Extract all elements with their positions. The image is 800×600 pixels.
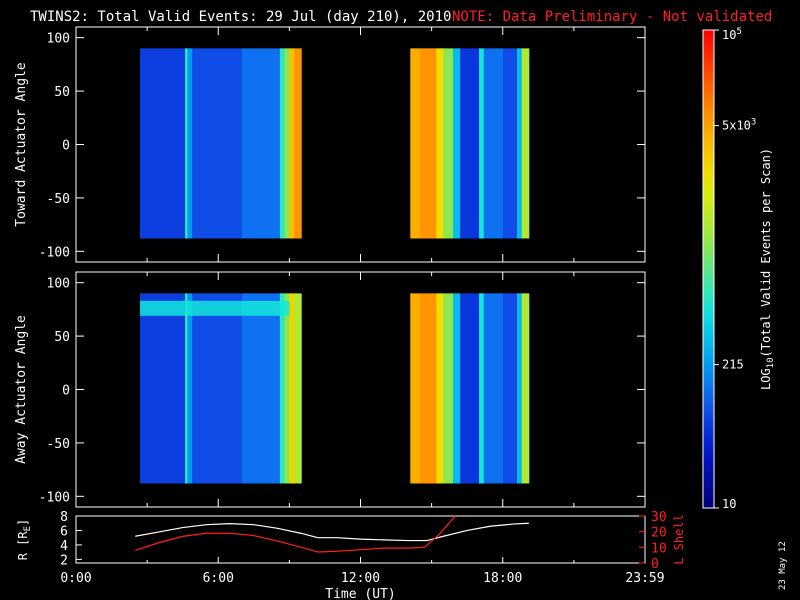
- heatmap-column: [479, 293, 485, 484]
- heatmap-column: [460, 293, 480, 484]
- date-stamp: 23 May 12: [778, 541, 788, 590]
- heatmap-column: [140, 48, 186, 239]
- x-tick-label: 6:00: [203, 571, 234, 586]
- heatmap-column: [185, 293, 188, 484]
- right-tick-label: 20: [651, 526, 667, 541]
- heatmap-column: [419, 48, 437, 239]
- x-tick-label: 0:00: [60, 571, 91, 586]
- y-tick-label: -50: [47, 437, 70, 452]
- preliminary-note: NOTE: Data Preliminary - Not validated: [452, 9, 772, 25]
- heatmap-column: [289, 293, 295, 484]
- heatmap-column: [443, 293, 454, 484]
- y-tick-label: 50: [54, 85, 70, 100]
- heatmap-column: [443, 48, 454, 239]
- heatmap-column: [521, 293, 530, 484]
- away-panel: 100 50 0 -50 -100 Away Actuator Angle: [14, 271, 646, 508]
- heatmap-column: [479, 48, 485, 239]
- y-axis-label: Toward Actuator Angle: [14, 62, 29, 227]
- x-tick-label: 12:00: [341, 571, 380, 586]
- heatmap-column: [192, 293, 243, 484]
- l-shell-line: [135, 515, 456, 553]
- heatmap-column: [140, 293, 186, 484]
- x-axis-label: Time (UT): [325, 587, 395, 600]
- colorbar-tick-label: 10: [722, 497, 736, 511]
- right-tick-label: 0: [651, 557, 659, 572]
- heatmap-column: [185, 48, 188, 239]
- heatmap-column: [279, 293, 286, 484]
- heatmap-column: [502, 293, 518, 484]
- heatmap-column: [483, 293, 504, 484]
- heatmap-column: [436, 48, 444, 239]
- left-axis-label: R [RE]: [16, 519, 33, 561]
- heatmap-column: [452, 293, 461, 484]
- y-tick-label: 100: [47, 277, 70, 292]
- left-tick-label: 2: [60, 553, 68, 568]
- y-tick-label: -50: [47, 192, 70, 207]
- heatmap-column: [294, 293, 302, 484]
- x-tick-label: 23:59: [625, 571, 664, 586]
- x-tick-label: 18:00: [483, 571, 522, 586]
- heatmap-column: [521, 48, 530, 239]
- heatmap-column: [187, 48, 193, 239]
- colorbar-tick-label: 5x103: [722, 118, 756, 133]
- heatmap-column: [516, 48, 523, 239]
- heatmap-column: [410, 48, 421, 239]
- heatmap-column: [187, 293, 193, 484]
- y-tick-label: -100: [39, 490, 70, 505]
- colorbar: 105 5x103 215 10 LOG10(Total Valid Events pe…: [702, 27, 776, 511]
- heatmap-column: [284, 48, 290, 239]
- left-tick-label: 8: [60, 510, 68, 525]
- heatmap-column: [279, 48, 286, 239]
- heatmap-column: [192, 48, 243, 239]
- heatmap-column: [460, 48, 480, 239]
- heatmap-column: [241, 48, 281, 239]
- colorbar-label: LOG10(Total Valid Events per Scan): [759, 148, 776, 390]
- heatmap-column: [289, 48, 295, 239]
- heatmap-column: [410, 293, 421, 484]
- heatmap-column: [502, 48, 518, 239]
- y-tick-label: 0: [62, 139, 70, 154]
- heatmap-column: [483, 48, 504, 239]
- colorbar-tick-label: 215: [722, 358, 744, 372]
- colorbar-gradient: [702, 29, 715, 509]
- heatmap-column: [436, 293, 444, 484]
- heatmap-column: [241, 293, 281, 484]
- y-tick-label: -100: [39, 245, 70, 260]
- heatmap-column: [419, 293, 437, 484]
- heatmap-column: [452, 48, 461, 239]
- heatmap-column: [294, 48, 302, 239]
- heatmap-column: [516, 293, 523, 484]
- right-axis-label: L Shell: [672, 514, 686, 565]
- right-tick-label: 30: [651, 510, 667, 525]
- left-tick-label: 4: [60, 539, 68, 554]
- y-tick-label: 50: [54, 330, 70, 345]
- r-trace-line: [135, 522, 529, 542]
- left-tick-label: 6: [60, 524, 68, 539]
- right-tick-label: 10: [651, 541, 667, 556]
- colorbar-tick-label: 105: [722, 27, 742, 42]
- y-axis-label: Away Actuator Angle: [14, 315, 29, 464]
- y-tick-label: 100: [47, 32, 70, 47]
- heatmap-band: [140, 300, 290, 316]
- toward-panel: 100 50 0 -50 -100 Toward Actuator Angle: [14, 26, 646, 263]
- y-tick-label: 0: [62, 384, 70, 399]
- chart-title: TWINS2: Total Valid Events: 29 Jul (day …: [30, 9, 451, 25]
- heatmap-column: [284, 293, 290, 484]
